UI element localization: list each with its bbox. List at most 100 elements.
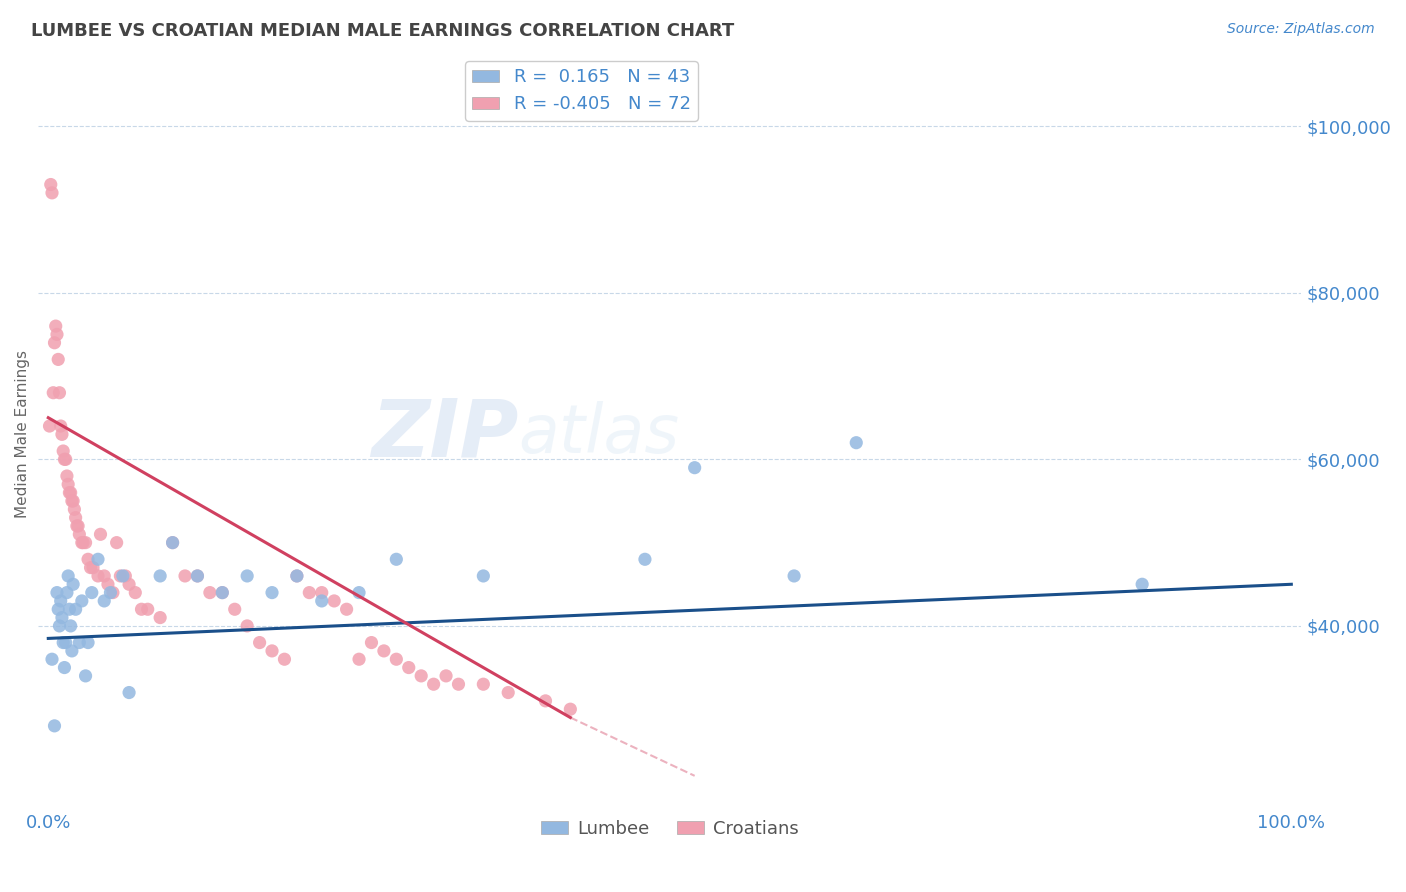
Point [52,444,75,458]
Point [77,635,100,649]
Point [198,585,221,599]
Point [60,644,83,658]
Point [360,635,382,649]
Point [783,569,806,583]
Point [51,427,73,442]
Point [41,186,63,200]
Point [136,602,159,616]
Point [347,585,370,599]
Point [298,585,321,599]
Point [51,610,73,624]
Point [260,585,283,599]
Point [53,452,76,467]
Point [56,569,79,583]
Point [211,585,233,599]
Point [285,569,308,583]
Point [105,535,128,549]
Point [59,619,82,633]
Point [162,535,184,549]
Point [385,552,408,566]
Point [42,385,65,400]
Point [46,602,69,616]
Point [67,519,90,533]
Point [110,569,132,583]
Point [65,510,87,524]
Point [58,602,80,616]
Point [249,635,271,649]
Point [60,494,83,508]
Point [149,610,172,624]
Point [534,694,557,708]
Point [46,585,69,599]
Point [56,469,79,483]
Point [186,569,208,583]
Text: ZIP: ZIP [371,395,519,474]
Point [82,560,104,574]
Point [41,652,63,666]
Point [77,552,100,566]
Point [46,327,69,342]
Point [49,594,72,608]
Point [39,178,62,192]
Point [560,702,582,716]
Y-axis label: Median Male Earnings: Median Male Earnings [15,351,30,518]
Point [52,635,75,649]
Point [285,569,308,583]
Point [845,435,868,450]
Point [398,660,420,674]
Point [236,569,259,583]
Legend: Lumbee, Croatians: Lumbee, Croatians [534,813,806,845]
Point [422,677,444,691]
Point [80,585,103,599]
Point [75,669,97,683]
Point [53,660,76,674]
Point [472,569,495,583]
Point [62,577,84,591]
Point [434,669,457,683]
Point [97,577,120,591]
Point [45,319,67,334]
Point [124,585,146,599]
Point [89,527,111,541]
Point [44,719,66,733]
Point [273,652,295,666]
Point [56,477,79,491]
Point [48,619,70,633]
Point [67,635,90,649]
Point [336,602,359,616]
Point [49,419,72,434]
Point [93,569,115,583]
Text: Source: ZipAtlas.com: Source: ZipAtlas.com [1227,22,1375,37]
Point [44,335,66,350]
Text: LUMBEE VS CROATIAN MEDIAN MALE EARNINGS CORRELATION CHART: LUMBEE VS CROATIAN MEDIAN MALE EARNINGS … [31,22,734,40]
Point [70,594,93,608]
Point [38,419,60,434]
Point [131,602,153,616]
Point [111,569,134,583]
Point [311,585,333,599]
Point [174,569,197,583]
Point [634,552,657,566]
Point [65,602,87,616]
Point [58,485,80,500]
Point [75,535,97,549]
Point [472,677,495,691]
Point [260,644,283,658]
Point [236,619,259,633]
Point [72,535,94,549]
Point [59,485,82,500]
Point [79,560,101,574]
Point [101,585,124,599]
Point [224,602,246,616]
Point [186,569,208,583]
Text: atlas: atlas [519,401,679,467]
Point [118,577,141,591]
Point [496,685,519,699]
Point [66,519,89,533]
Point [1130,577,1153,591]
Point [149,569,172,583]
Point [63,502,86,516]
Point [211,585,233,599]
Point [55,452,77,467]
Point [87,569,110,583]
